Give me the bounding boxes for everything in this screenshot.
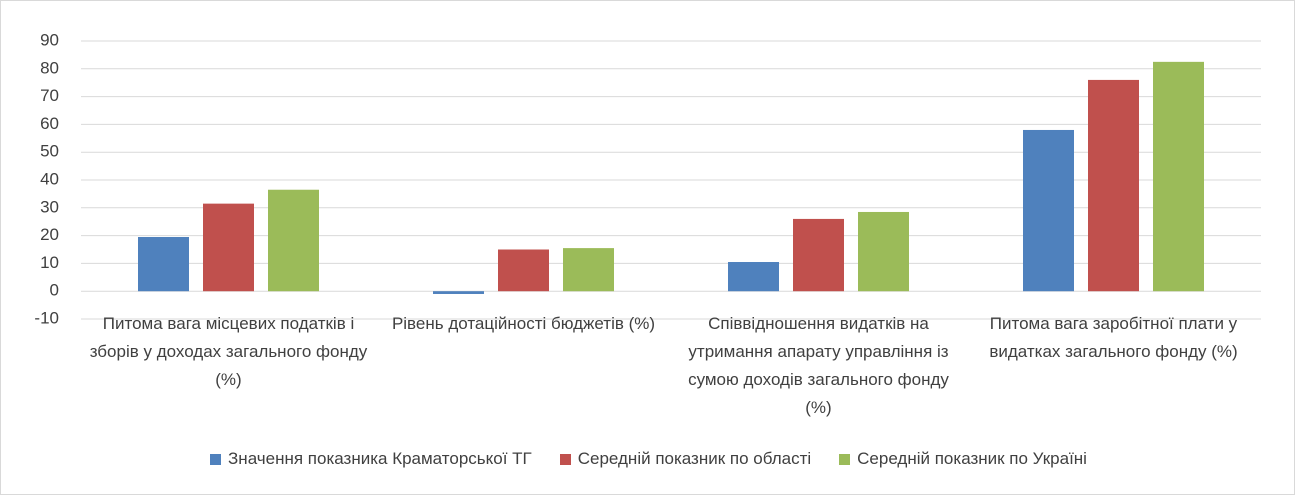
- legend-swatch: [839, 454, 850, 465]
- bar: [268, 190, 319, 291]
- bar: [1023, 130, 1074, 291]
- y-tick-label: 60: [40, 114, 59, 133]
- bar: [203, 204, 254, 292]
- y-tick-label: 50: [40, 142, 59, 161]
- bar: [793, 219, 844, 291]
- bar: [858, 212, 909, 291]
- x-tick-label: Питома вага місцевих податків і зборів у…: [84, 310, 374, 394]
- bar: [563, 248, 614, 291]
- legend-label: Значення показника Краматорської ТГ: [228, 449, 532, 469]
- bar: [433, 291, 484, 294]
- y-tick-label: 20: [40, 225, 59, 244]
- x-tick-label: Співвідношення видатків на утримання апа…: [674, 310, 964, 422]
- bar: [728, 262, 779, 291]
- bar: [1153, 62, 1204, 291]
- x-tick-label: Питома вага заробітної плати у видатках …: [969, 310, 1259, 366]
- x-tick-label: Рівень дотаційності бюджетів (%): [379, 310, 669, 338]
- bar: [498, 250, 549, 292]
- legend-label: Середній показник по області: [578, 449, 811, 469]
- chart-container: -10 0 10 20 30 40 50 60 70 80 90 Значення показник…: [0, 0, 1295, 495]
- y-tick-label: -10: [34, 308, 59, 327]
- legend: Значення показника Краматорської ТГ Серед…: [1, 449, 1295, 469]
- y-tick-label: 30: [40, 197, 59, 216]
- y-tick-label: 70: [40, 86, 59, 105]
- legend-swatch: [560, 454, 571, 465]
- y-tick-label: 10: [40, 253, 59, 272]
- bar: [138, 237, 189, 291]
- legend-item: Середній показник по Україні: [839, 449, 1087, 469]
- bar: [1088, 80, 1139, 291]
- legend-item: Середній показник по області: [560, 449, 811, 469]
- y-tick-label: 80: [40, 58, 59, 77]
- chart: -10 0 10 20 30 40 50 60 70 80 90: [1, 1, 1295, 495]
- y-tick-label: 0: [50, 281, 59, 300]
- legend-item: Значення показника Краматорської ТГ: [210, 449, 532, 469]
- y-tick-label: 90: [40, 30, 59, 49]
- y-tick-label: 40: [40, 169, 59, 188]
- legend-label: Середній показник по Україні: [857, 449, 1087, 469]
- legend-swatch: [210, 454, 221, 465]
